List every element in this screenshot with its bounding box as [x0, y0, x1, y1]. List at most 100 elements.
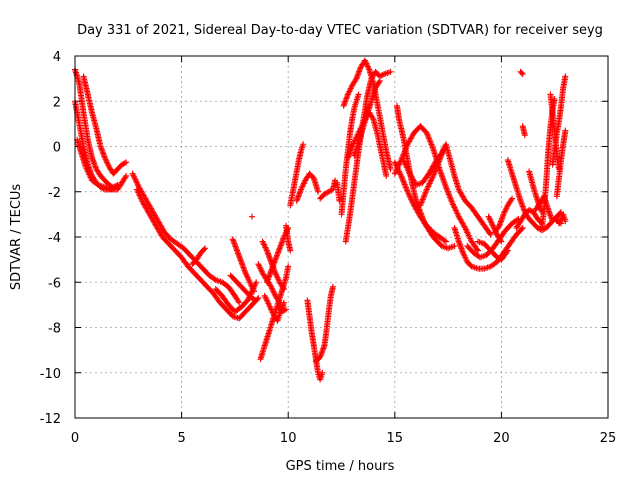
data-point	[424, 132, 431, 139]
data-point	[519, 224, 526, 231]
data-point	[562, 127, 569, 134]
y-tick-label: -12	[40, 412, 61, 427]
data-point	[521, 132, 528, 139]
y-tick-label: -8	[48, 322, 61, 337]
data-point	[402, 182, 409, 189]
data-point	[434, 162, 441, 169]
data-point	[329, 283, 336, 290]
data-point	[422, 189, 429, 196]
data-point	[445, 191, 452, 198]
y-axis-label: SDTVAR / TECUs	[9, 184, 24, 291]
series-arc-28	[351, 77, 383, 159]
data-point	[562, 218, 569, 225]
data-point	[248, 213, 255, 220]
data-point	[433, 165, 440, 172]
x-tick-label: 15	[387, 431, 404, 446]
data-point	[426, 135, 433, 142]
data-point	[425, 134, 432, 141]
data-point	[400, 151, 407, 158]
data-point	[403, 144, 410, 151]
series-arc-18	[287, 141, 307, 209]
data-point	[422, 190, 429, 197]
data-point	[427, 138, 434, 145]
data-point	[287, 247, 294, 254]
data-point	[319, 369, 326, 376]
series-arc-30	[391, 123, 481, 254]
data-point	[419, 196, 426, 203]
data-point	[420, 195, 427, 202]
series-arc-23	[334, 179, 343, 204]
x-tick-label: 10	[280, 431, 297, 446]
series-arc-32	[400, 141, 494, 238]
x-tick-label: 0	[71, 431, 79, 446]
data-point	[430, 172, 437, 179]
data-point	[402, 145, 409, 152]
data-point	[352, 76, 359, 83]
data-point	[285, 263, 292, 270]
data-point	[431, 170, 438, 177]
series-arc-47	[549, 73, 569, 168]
data-point	[444, 187, 451, 194]
data-point	[518, 226, 525, 233]
series-arc-36	[474, 238, 511, 263]
data-point	[442, 238, 449, 245]
data-point	[426, 137, 433, 144]
series-arc-09	[227, 272, 260, 304]
data-point	[122, 174, 129, 181]
series-arc-07	[189, 245, 209, 268]
data-point	[202, 245, 209, 252]
data-point	[379, 71, 386, 78]
series-arc-41	[517, 68, 526, 78]
data-point	[376, 77, 383, 84]
series-arc-26	[340, 57, 394, 173]
data-point	[355, 91, 362, 98]
data-point	[508, 196, 515, 203]
data-point	[434, 161, 441, 168]
data-point	[236, 299, 243, 306]
data-point	[418, 199, 425, 206]
data-point	[417, 200, 424, 207]
series-arc-03	[80, 73, 130, 177]
data-point	[402, 146, 409, 153]
data-point	[441, 237, 448, 244]
data-point	[336, 197, 343, 204]
data-point	[200, 246, 207, 253]
y-tick-label: -2	[48, 186, 61, 201]
data-point	[123, 159, 130, 166]
data-point	[448, 198, 455, 205]
data-point	[401, 181, 408, 188]
data-point	[235, 298, 242, 305]
x-tick-label: 5	[177, 431, 185, 446]
data-point	[451, 243, 458, 250]
data-point	[430, 171, 437, 178]
data-point	[369, 114, 376, 121]
chart-title: Day 331 of 2021, Sidereal Day-to-day VTE…	[77, 23, 603, 38]
data-point	[474, 246, 481, 253]
data-point	[423, 129, 430, 136]
y-tick-label: -10	[40, 367, 61, 382]
data-point	[417, 202, 424, 209]
data-point	[432, 167, 439, 174]
data-point	[509, 195, 516, 202]
data-point	[427, 140, 434, 147]
data-point	[503, 248, 510, 255]
data-point	[445, 189, 452, 196]
data-point	[387, 166, 394, 173]
data-point	[121, 160, 128, 167]
data-point	[448, 197, 455, 204]
data-point	[447, 195, 454, 202]
data-point	[315, 188, 322, 195]
data-point	[487, 231, 494, 238]
series-arc-43	[526, 168, 545, 216]
series-arc-33	[417, 145, 447, 209]
data-point	[401, 149, 408, 156]
data-point	[429, 144, 436, 151]
data-point	[435, 158, 442, 165]
series-arc-48	[553, 127, 569, 200]
data-point	[435, 159, 442, 166]
series-arc-37	[492, 195, 516, 236]
data-point	[280, 286, 287, 293]
data-point	[404, 187, 411, 194]
